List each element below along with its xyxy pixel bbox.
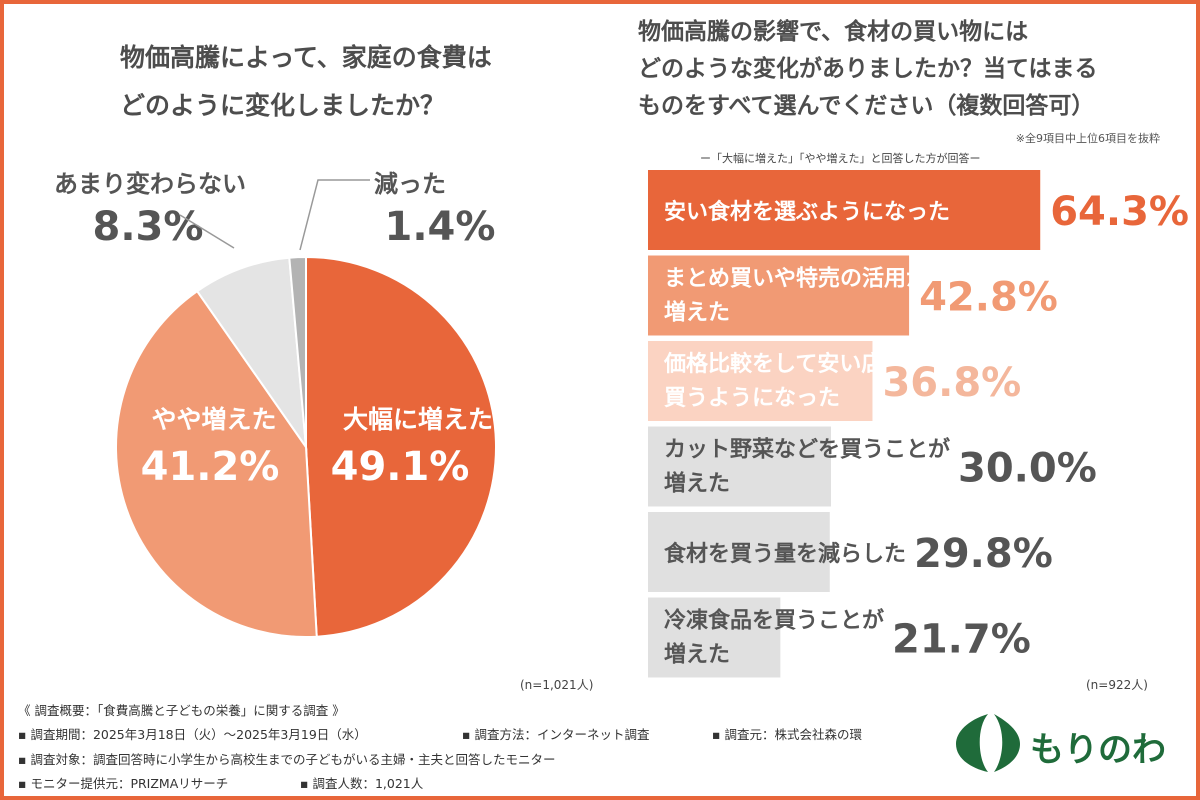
morinowa-logo: [956, 714, 1020, 772]
pie-leader-decreased: [299, 179, 370, 251]
logo-leaf-left: [956, 714, 988, 772]
pie-label-unchanged: あまり変わらない: [54, 170, 246, 198]
bar-label-0: 安い食材を選ぶようになった: [664, 199, 950, 225]
bar-label-2-line2: 買うようになった: [664, 386, 840, 411]
pie-label-decreased: 減った: [374, 170, 446, 198]
bar-note-excerpt: ※全9項目中上位6項目を抜粋: [1015, 132, 1160, 145]
pie-value-large-increase: 49.1%: [331, 444, 470, 490]
bar-value-2: 36.8%: [882, 360, 1021, 406]
bar-title-line: どのような変化がありましたか？当てはまる: [638, 56, 1098, 82]
survey-count: ▪ 調査人数：1,021人: [300, 776, 424, 791]
pie-title-line: どのように変化しましたか？: [120, 91, 446, 120]
bar-label-3: カット野菜などを買うことが: [664, 437, 950, 463]
survey-period: ▪ 調査期間：2025年3月18日（火）〜2025年3月19日（水）: [18, 727, 367, 742]
pie-value-slight-increase: 41.2%: [141, 444, 280, 490]
bar-title-line: 物価高騰の影響で、食材の買い物には: [638, 19, 1029, 45]
survey-source: ▪ 調査元：株式会社森の環: [712, 727, 862, 742]
bar-title-line: ものをすべて選んでください（複数回答可）: [638, 93, 1095, 119]
pie-slice-0: [305, 255, 497, 638]
pie-slice-3: [288, 255, 307, 448]
survey-summary-title: 《 調査概要：「食費高騰と子どもの栄養」に関する調査 》: [18, 703, 345, 718]
bar-label-1: まとめ買いや特売の活用が: [664, 266, 928, 292]
pie-title-line: 物価高騰によって、家庭の食費は: [120, 43, 492, 72]
pie-label-large-increase: 大幅に増えた: [343, 405, 493, 434]
bar-1: [648, 255, 910, 336]
pie-leader-unchanged: [179, 214, 235, 249]
bar-label-5-line2: 増えた: [664, 642, 730, 668]
bar-label-1-line2: 増えた: [664, 300, 730, 326]
pie-value-unchanged: 8.3%: [93, 204, 204, 250]
pie-value-decreased: 1.4%: [385, 204, 496, 250]
pie-slice-1: [115, 289, 318, 638]
bar-3: [648, 426, 831, 507]
bar-value-3: 30.0%: [958, 446, 1097, 492]
pie-title: 物価高騰によって、家庭の食費は どのように変化しましたか？: [120, 34, 590, 130]
bar-label-2: 価格比較をして安い店で: [663, 351, 905, 377]
bar-0: [648, 170, 1041, 250]
pie-label-slight-increase: やや増えた: [151, 405, 276, 434]
survey-method: ▪ 調査方法：インターネット調査: [462, 727, 650, 742]
bar-value-1: 42.8%: [919, 275, 1058, 321]
pie-slice-2: [195, 256, 308, 451]
survey-provider: ▪ モニター提供元：PRIZMAリサーチ: [18, 776, 229, 791]
bar-value-4: 29.8%: [914, 531, 1053, 577]
survey-target: ▪ 調査対象：調査回答時に小学生から高校生までの子どもがいる主婦・主夫と回答した…: [18, 752, 556, 767]
logo-leaf-right: [994, 714, 1020, 772]
pie-n-label: (n=1,021人): [520, 678, 594, 692]
bar-label-4: 食材を買う量を減らした: [664, 541, 906, 567]
bar-label-3-line2: 増えた: [664, 471, 730, 497]
bar-value-0: 64.3%: [1050, 189, 1189, 235]
bar-n-label: (n=922人): [1086, 678, 1148, 692]
bar-5: [648, 597, 781, 678]
logo-text: もりのわ: [1030, 730, 1166, 770]
bar-label-5: 冷凍食品を買うことが: [664, 608, 884, 634]
bar-4: [648, 512, 830, 592]
bar-note-respondents: ー「大幅に増えた」「やや増えた」と回答した方が回答ー: [700, 152, 981, 165]
bar-title: 物価高騰の影響で、食材の買い物には どのような変化がありましたか？当てはまる も…: [638, 14, 1178, 125]
bar-2: [648, 341, 873, 421]
bar-value-5: 21.7%: [892, 617, 1031, 663]
